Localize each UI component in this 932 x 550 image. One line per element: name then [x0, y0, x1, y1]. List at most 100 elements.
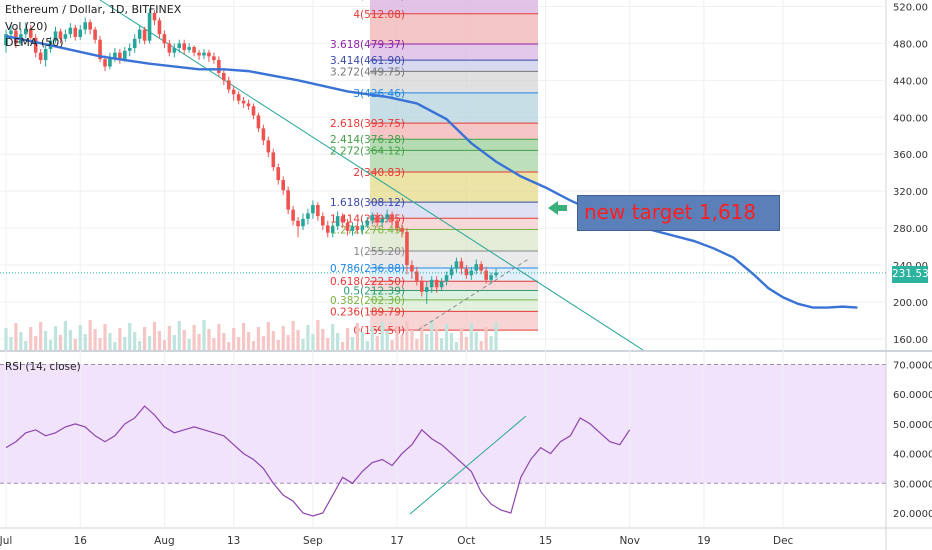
volume-bar: [484, 327, 488, 350]
candle-body: [73, 27, 78, 37]
rsi-indicator-label[interactable]: RSI (14, close): [5, 361, 81, 373]
fib-level-label: 2.272(364.12): [330, 145, 405, 157]
candle-body: [98, 39, 102, 60]
fib-level-label: 2.618(393.75): [330, 118, 405, 130]
rsi-tick-label: 30.0000: [893, 479, 932, 490]
volume-bar: [415, 339, 419, 350]
volume-bar: [177, 321, 181, 350]
fib-band: [370, 218, 538, 230]
candle-body: [390, 214, 394, 221]
fib-level-label: 1.618(308.12): [330, 197, 405, 209]
candle-body: [9, 30, 13, 35]
candle-body: [271, 152, 276, 168]
candle-body: [355, 226, 360, 230]
volume-bar: [53, 326, 58, 350]
rsi-line: [5, 405, 631, 517]
candle-body: [360, 225, 365, 230]
candle-body: [484, 270, 488, 280]
candle-body: [449, 268, 454, 276]
candle-body: [217, 60, 221, 73]
volume-bar: [410, 330, 414, 350]
price-tick-label: 520.00: [893, 2, 928, 13]
candle-body: [444, 275, 449, 282]
volume-bar: [68, 330, 72, 350]
volume-bar: [276, 340, 280, 350]
dema-indicator-label[interactable]: DEMA (50): [5, 36, 64, 49]
candle-body: [489, 275, 493, 280]
candle-body: [365, 220, 370, 226]
volume-bar: [380, 322, 384, 350]
candle-body: [78, 29, 83, 37]
candle-body: [281, 180, 285, 191]
volume-bar: [103, 324, 107, 350]
volume-bar: [464, 337, 468, 350]
candle-body: [231, 89, 236, 95]
candle-body: [33, 37, 38, 53]
volume-bar: [301, 339, 305, 350]
candle-body: [434, 279, 439, 288]
volume-bar: [425, 334, 429, 350]
candle-body: [321, 216, 325, 226]
candle-body: [212, 56, 216, 61]
rsi-tick-label: 70.0000: [893, 361, 932, 372]
volume-bar: [345, 328, 350, 350]
volume-bar: [58, 335, 63, 350]
fib-band: [370, 123, 538, 140]
candle-body: [350, 226, 355, 231]
fib-band: [370, 299, 538, 312]
candle-body: [330, 226, 335, 233]
volume-bar: [123, 337, 127, 350]
fib-level-label: 3.272(449.75): [330, 66, 405, 78]
volume-bar: [435, 329, 439, 350]
candle-body: [142, 29, 147, 41]
date-tick-label: 17: [390, 535, 403, 547]
candle-body: [241, 100, 246, 104]
fib-band: [370, 281, 538, 291]
price-tick-label: 360.00: [893, 150, 928, 161]
volume-indicator-label[interactable]: Vol (20): [5, 20, 48, 33]
volume-bar: [326, 338, 330, 350]
price-tick-label: 480.00: [893, 39, 928, 50]
fib-level-label: 2.414(376.28): [330, 134, 405, 146]
volume-bar: [316, 320, 320, 350]
volume-bar: [157, 331, 162, 350]
candle-body: [177, 43, 182, 49]
candle-body: [147, 12, 152, 41]
fib-band: [370, 229, 538, 252]
uptrend-dashed-line: [417, 257, 531, 331]
dema-line: [5, 34, 858, 309]
candle-body: [88, 22, 92, 30]
rsi-tick-label: 60.0000: [893, 390, 932, 401]
fib-level-label: 1(255.20): [353, 246, 405, 258]
fib-level-label: 4(512.08): [353, 9, 405, 21]
fib-level-label: 0.5(212.39): [343, 286, 405, 298]
price-tick-label: 320.00: [893, 187, 928, 198]
volume-bar: [405, 321, 409, 350]
volume-bar: [202, 320, 206, 350]
volume-bar: [296, 330, 300, 350]
volume-bar: [395, 326, 399, 350]
candle-body: [316, 205, 320, 217]
volume-bar: [341, 342, 345, 350]
volume-bar: [360, 332, 364, 350]
candle-body: [83, 22, 87, 30]
candle-body: [266, 140, 271, 153]
candle-body: [152, 12, 157, 21]
date-tick-label: Nov: [619, 535, 640, 547]
volume-bar: [187, 339, 191, 350]
volume-bar: [9, 337, 13, 350]
fib-level-label: 2(340.83): [353, 167, 405, 179]
volume-bar: [182, 330, 186, 350]
volume-bar: [331, 324, 335, 350]
fib-level-label: 0.236(189.79): [330, 306, 405, 318]
fib-level-label: 0.382(202.30): [330, 295, 405, 307]
volume-bar: [375, 336, 379, 350]
candle-body: [187, 47, 191, 50]
candle-body: [113, 52, 117, 59]
fib-band: [370, 150, 538, 172]
fib-level-label: 0.786(236.88): [330, 263, 405, 275]
rsi-band: [0, 364, 886, 484]
volume-bar: [14, 323, 18, 350]
fib-band: [370, 13, 538, 45]
